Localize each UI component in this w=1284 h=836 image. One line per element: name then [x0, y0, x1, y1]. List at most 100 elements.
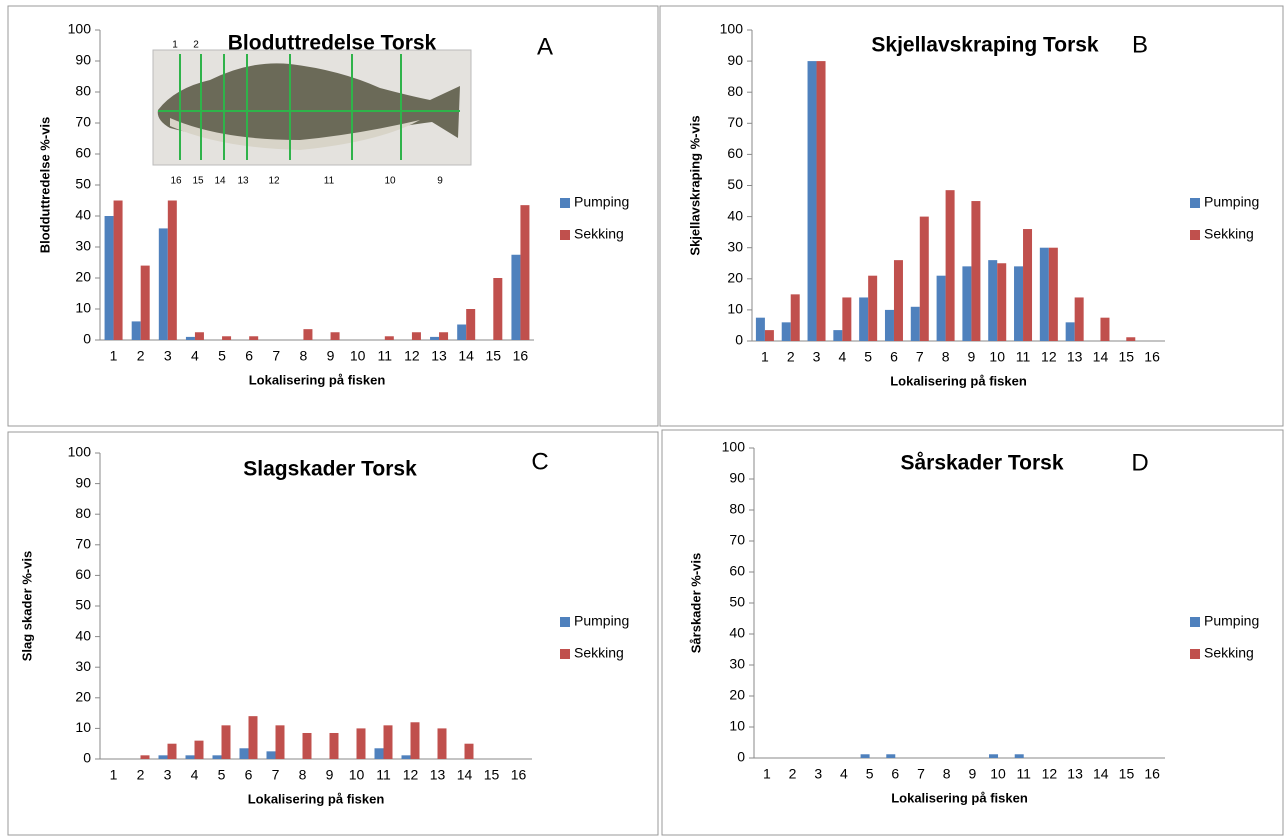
bar: [764, 330, 774, 341]
bar: [330, 332, 340, 340]
legend-swatch: [1190, 649, 1200, 659]
inset-label: 11: [324, 176, 335, 187]
x-axis-title: Lokalisering på fisken: [891, 790, 1028, 805]
bar: [1014, 754, 1024, 758]
y-tick-label: 90: [75, 474, 91, 490]
legend-label: Sekking: [1204, 226, 1254, 242]
y-tick-label: 100: [68, 444, 92, 460]
y-tick-label: 100: [68, 21, 92, 37]
y-tick-label: 30: [729, 656, 745, 672]
y-tick-label: 20: [729, 687, 745, 703]
bar: [430, 336, 440, 340]
bar: [936, 275, 946, 341]
x-axis-title: Lokalisering på fisken: [890, 373, 1027, 388]
x-tick-label: 10: [990, 766, 1006, 782]
bar: [493, 278, 503, 340]
legend-label: Sekking: [574, 645, 624, 661]
x-tick-label: 13: [1067, 766, 1083, 782]
x-tick-label: 15: [1118, 349, 1134, 365]
bar: [1126, 337, 1136, 341]
y-tick-label: 80: [75, 505, 91, 521]
y-tick-label: 90: [727, 52, 743, 68]
bar: [1014, 266, 1024, 341]
x-tick-label: 4: [191, 348, 199, 364]
bar: [212, 755, 222, 759]
x-tick-label: 6: [245, 767, 253, 783]
bar: [511, 254, 521, 340]
y-tick-label: 70: [75, 536, 91, 552]
bar: [910, 306, 920, 341]
bar: [411, 332, 421, 340]
x-tick-label: 11: [376, 767, 391, 783]
x-axis-title: Lokalisering på fisken: [249, 372, 386, 387]
y-tick-label: 80: [729, 501, 745, 517]
x-tick-label: 12: [404, 348, 420, 364]
panel-label: A: [537, 33, 553, 60]
bar: [971, 201, 981, 341]
x-tick-label: 14: [458, 348, 474, 364]
legend-label: Sekking: [1204, 645, 1254, 661]
x-tick-label: 6: [890, 349, 898, 365]
bar: [1048, 247, 1058, 341]
bar: [167, 743, 177, 759]
y-tick-label: 70: [75, 114, 91, 130]
y-tick-label: 30: [75, 238, 91, 254]
bar: [945, 190, 955, 341]
inset-label: 16: [170, 176, 182, 187]
inset-label: 14: [214, 176, 226, 187]
bar: [249, 336, 259, 340]
x-tick-label: 10: [350, 348, 366, 364]
x-tick-label: 5: [218, 767, 226, 783]
bar: [833, 330, 843, 341]
x-tick-label: 11: [1016, 766, 1031, 782]
x-tick-label: 7: [916, 349, 924, 365]
x-tick-label: 16: [1144, 349, 1160, 365]
bar: [194, 332, 204, 340]
chart-title: Sårskader Torsk: [900, 452, 1063, 475]
bar: [374, 748, 384, 759]
panel-frame: [659, 5, 1284, 427]
bar: [919, 216, 929, 341]
y-axis-title: Sårskader %-vis: [688, 553, 703, 653]
chart-title: Skjellavskraping Torsk: [871, 34, 1099, 57]
y-tick-label: 90: [75, 52, 91, 68]
chart-title: Bloduttredelse Torsk: [228, 32, 437, 55]
inset-label: 12: [268, 176, 280, 187]
x-tick-label: 2: [787, 349, 795, 365]
panel-frame: [7, 5, 659, 427]
bar: [384, 336, 394, 340]
x-tick-label: 5: [866, 766, 874, 782]
x-tick-label: 1: [110, 767, 118, 783]
x-tick-label: 4: [838, 349, 846, 365]
bar: [185, 755, 195, 759]
bar: [248, 716, 258, 759]
y-tick-label: 100: [722, 439, 746, 455]
fish-photo: [152, 49, 472, 166]
bar: [239, 748, 249, 759]
y-tick-label: 0: [737, 749, 745, 765]
x-tick-label: 10: [989, 349, 1005, 365]
bar: [988, 260, 998, 341]
bar: [410, 722, 420, 759]
x-tick-label: 16: [511, 767, 527, 783]
x-tick-label: 6: [891, 766, 899, 782]
x-tick-label: 3: [164, 348, 172, 364]
y-tick-label: 50: [75, 176, 91, 192]
y-tick-label: 30: [75, 658, 91, 674]
bar: [962, 266, 972, 341]
bar: [1065, 322, 1075, 341]
y-tick-label: 10: [729, 718, 745, 734]
bar: [302, 732, 312, 759]
y-tick-label: 10: [727, 301, 743, 317]
x-tick-label: 16: [513, 348, 529, 364]
inset-label: 2: [193, 40, 199, 51]
bar: [859, 297, 869, 341]
y-tick-label: 20: [75, 269, 91, 285]
x-tick-label: 7: [272, 348, 280, 364]
inset-label: 9: [437, 176, 443, 187]
y-tick-label: 0: [83, 331, 91, 347]
bar: [383, 725, 393, 759]
x-tick-label: 2: [137, 767, 145, 783]
legend-label: Pumping: [1204, 613, 1259, 629]
x-tick-label: 4: [191, 767, 199, 783]
